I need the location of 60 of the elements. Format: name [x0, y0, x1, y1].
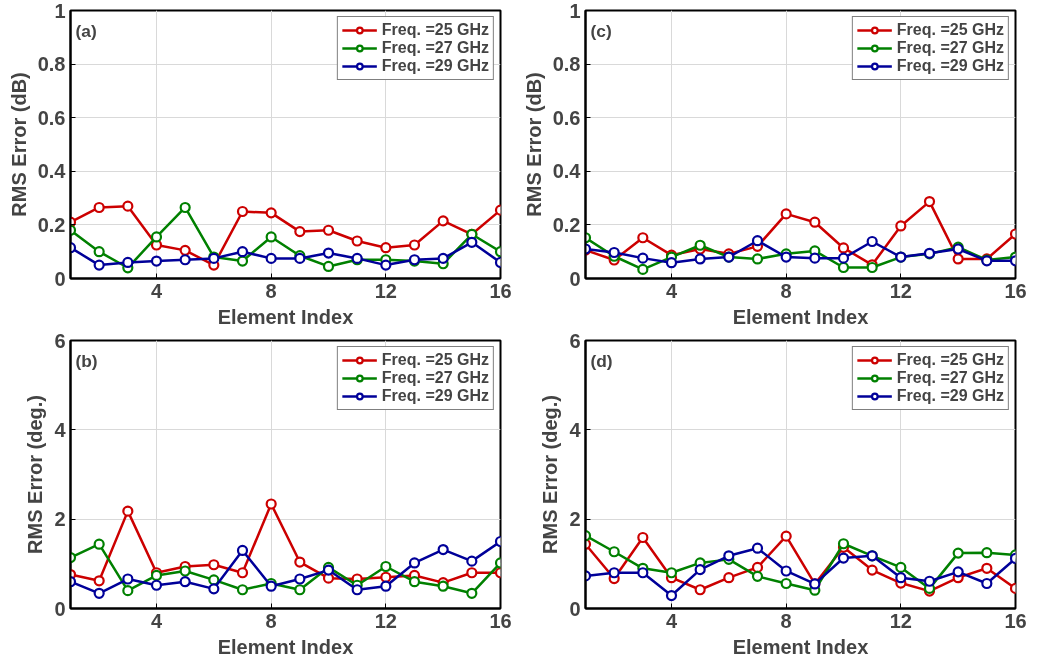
legend-label: Freq. =25 GHz — [381, 351, 489, 369]
legend-label: Freq. =27 GHz — [381, 369, 489, 387]
x-tick-label: 16 — [489, 279, 512, 302]
x-tick-label: 12 — [374, 609, 397, 632]
x-tick-label: 8 — [265, 609, 277, 632]
y-tick-label: 0.8 — [552, 53, 581, 76]
annotation: (c) — [590, 20, 612, 41]
y-tick-label: 1 — [54, 0, 66, 22]
y-axis-title: RMS Error (dB) — [522, 72, 545, 217]
annotation: (a) — [75, 20, 97, 41]
y-tick-label: 1 — [569, 0, 581, 22]
y-tick-label: 0.4 — [37, 160, 67, 183]
y-axis-title: RMS Error (deg.) — [24, 395, 47, 554]
y-tick-label: 0 — [54, 597, 66, 620]
legend-label: Freq. =27 GHz — [896, 39, 1004, 57]
y-tick-label: 0.2 — [37, 213, 66, 236]
y-tick-label: 0 — [54, 267, 66, 290]
x-tick-label: 4 — [665, 279, 678, 302]
x-tick-label: 8 — [780, 279, 792, 302]
y-tick-label: 6 — [54, 329, 66, 352]
legend-label: Freq. =27 GHz — [381, 39, 489, 57]
x-axis-title: Element Index — [217, 635, 354, 658]
x-tick-label: 4 — [150, 609, 163, 632]
y-tick-label: 0.8 — [37, 53, 66, 76]
y-tick-label: 0.4 — [552, 160, 582, 183]
x-tick-label: 16 — [489, 609, 512, 632]
x-tick-label: 16 — [1004, 279, 1027, 302]
y-tick-label: 0.6 — [37, 106, 66, 129]
y-axis-title: RMS Error (deg.) — [539, 395, 562, 554]
x-tick-label: 16 — [1004, 609, 1027, 632]
legend-label: Freq. =29 GHz — [381, 57, 489, 75]
y-tick-label: 6 — [569, 329, 581, 352]
y-tick-label: 2 — [54, 508, 66, 531]
legend-label: Freq. =27 GHz — [896, 369, 1004, 387]
legend-label: Freq. =29 GHz — [896, 387, 1004, 405]
legend-label: Freq. =25 GHz — [896, 351, 1004, 369]
legend-label: Freq. =29 GHz — [381, 387, 489, 405]
x-tick-label: 12 — [889, 609, 912, 632]
x-tick-label: 4 — [150, 279, 163, 302]
x-tick-label: 8 — [265, 279, 277, 302]
y-tick-label: 0 — [569, 597, 581, 620]
y-tick-label: 0.2 — [552, 213, 581, 236]
y-axis-title: RMS Error (dB) — [7, 72, 30, 217]
y-tick-label: 4 — [569, 418, 582, 441]
x-tick-label: 12 — [889, 279, 912, 302]
y-tick-label: 0.6 — [552, 106, 581, 129]
x-tick-label: 8 — [780, 609, 792, 632]
legend-label: Freq. =29 GHz — [896, 57, 1004, 75]
legend-label: Freq. =25 GHz — [896, 21, 1004, 39]
annotation: (d) — [590, 350, 613, 371]
x-tick-label: 4 — [665, 609, 678, 632]
x-tick-label: 12 — [374, 279, 397, 302]
x-axis-title: Element Index — [217, 305, 354, 328]
legend-label: Freq. =25 GHz — [381, 21, 489, 39]
x-axis-title: Element Index — [732, 635, 869, 658]
annotation: (b) — [75, 350, 98, 371]
y-tick-label: 0 — [569, 267, 581, 290]
x-axis-title: Element Index — [732, 305, 869, 328]
y-tick-label: 2 — [569, 508, 581, 531]
y-tick-label: 4 — [54, 418, 67, 441]
